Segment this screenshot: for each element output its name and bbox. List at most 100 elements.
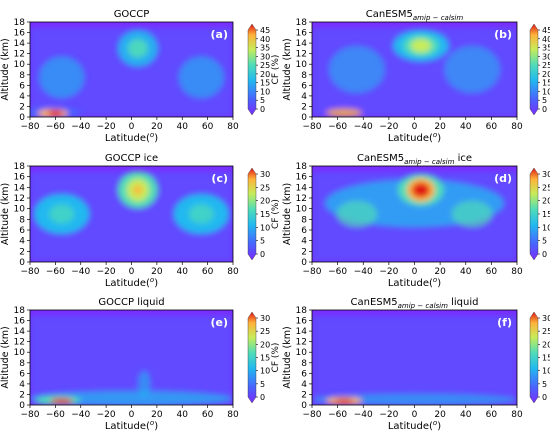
x-tick-label: 80 xyxy=(511,122,523,132)
x-tick-label: 80 xyxy=(227,410,239,420)
x-tick-label: −80 xyxy=(303,122,322,132)
y-tick-label: 16 xyxy=(14,29,26,39)
y-tick-label: 2 xyxy=(301,390,307,400)
x-tick-label: −60 xyxy=(328,267,347,277)
y-tick-label: 16 xyxy=(14,317,26,327)
x-axis-label: Latitude(o) xyxy=(105,131,158,144)
y-tick-label: 2 xyxy=(19,390,25,400)
x-axis-label: Latitude(o) xyxy=(388,131,441,144)
x-tick-label: −20 xyxy=(379,267,398,277)
cf-blob-4 xyxy=(127,38,148,58)
x-tick-label: 60 xyxy=(486,267,498,277)
colorbar-tick-label: 10 xyxy=(260,87,270,96)
y-tick-label: 4 xyxy=(301,92,307,102)
colorbar xyxy=(529,167,539,261)
panel-d: −80 −60 −40 −20 0 20 40 60 80024681012141618Alti… xyxy=(282,153,550,289)
y-axis-label: Altitude (km) xyxy=(282,38,293,100)
colorbar-tick-label: 5 xyxy=(542,237,547,246)
y-tick-label: 12 xyxy=(296,50,307,60)
colorbar-tick-label: 15 xyxy=(542,354,550,363)
panel-title: GOCCP liquid xyxy=(98,297,164,308)
y-tick-label: 16 xyxy=(296,29,308,39)
colorbar-tick-label: 35 xyxy=(542,44,550,53)
colorbar-tick-label: 20 xyxy=(260,340,270,349)
x-tick-label: 60 xyxy=(486,410,498,420)
panel-b: −80 −60 −40 −20 0 20 40 60 80024681012141618Alti… xyxy=(282,9,550,144)
y-tick-label: 10 xyxy=(14,205,26,215)
cf-blob-0 xyxy=(30,390,233,405)
cf-blob-5 xyxy=(411,182,430,198)
colorbar-tick-label: 30 xyxy=(542,52,550,61)
colorbar-tick-label: 5 xyxy=(260,96,265,105)
x-tick-label: −60 xyxy=(328,410,347,420)
colorbar-tick-label: 5 xyxy=(260,237,265,246)
x-tick-label: 80 xyxy=(511,410,523,420)
colorbar-tick-label: 20 xyxy=(260,197,270,206)
y-axis-label: Altitude (km) xyxy=(282,183,293,245)
cf-blob-6 xyxy=(47,110,63,117)
y-tick-label: 12 xyxy=(296,338,307,348)
colorbar-tick-label: 10 xyxy=(542,223,550,232)
colorbar-tick-label: 15 xyxy=(260,210,270,219)
colorbar xyxy=(247,23,257,116)
colorbar-tick-label: 0 xyxy=(260,105,265,114)
x-tick-label: 0 xyxy=(129,267,135,277)
y-tick-label: 10 xyxy=(296,348,308,358)
y-tick-label: 4 xyxy=(19,92,25,102)
x-tick-label: −40 xyxy=(71,410,90,420)
x-tick-label: −80 xyxy=(21,410,40,420)
x-tick-label: 40 xyxy=(460,122,472,132)
y-tick-label: 14 xyxy=(296,39,308,49)
x-tick-label: −40 xyxy=(354,122,373,132)
y-axis-label: Altitude (km) xyxy=(0,326,11,388)
x-tick-label: 80 xyxy=(511,267,523,277)
y-axis-label: Altitude (km) xyxy=(0,38,11,100)
colorbar-tick-label: 30 xyxy=(260,170,270,179)
y-tick-label: 0 xyxy=(19,258,25,268)
colorbar-tick-label: 0 xyxy=(542,105,547,114)
colorbar-tick-label: 45 xyxy=(260,26,270,35)
colorbar-tick-label: 5 xyxy=(260,380,265,389)
y-tick-label: 18 xyxy=(296,18,308,28)
y-tick-label: 18 xyxy=(14,18,26,28)
x-tick-label: −20 xyxy=(97,410,116,420)
colorbar-tick-label: 25 xyxy=(542,183,550,192)
y-tick-label: 16 xyxy=(14,173,26,183)
x-tick-label: 60 xyxy=(202,122,214,132)
colorbar-tick-label: 15 xyxy=(542,79,550,88)
x-tick-label: −60 xyxy=(46,267,65,277)
x-tick-label: 60 xyxy=(202,267,214,277)
x-tick-label: 40 xyxy=(460,410,472,420)
x-tick-label: −20 xyxy=(97,122,116,132)
cf-blob-2 xyxy=(137,370,151,398)
y-tick-label: 14 xyxy=(14,183,26,193)
x-tick-label: 40 xyxy=(177,122,189,132)
y-tick-label: 0 xyxy=(19,113,25,123)
cf-blob-1 xyxy=(336,200,378,228)
x-tick-label: −80 xyxy=(21,267,40,277)
colorbar-tick-label: 30 xyxy=(542,314,550,323)
y-tick-label: 6 xyxy=(19,81,25,91)
y-tick-label: 6 xyxy=(301,369,307,379)
panel-title: CanESM5amip − calsim xyxy=(366,9,464,22)
x-tick-label: −80 xyxy=(303,267,322,277)
x-tick-label: 20 xyxy=(434,122,446,132)
cf-blob-0 xyxy=(328,45,386,94)
panel-tag: (f) xyxy=(497,316,512,329)
panel-title: GOCCP xyxy=(114,9,150,20)
y-tick-label: 0 xyxy=(301,258,307,268)
panel-c: −80 −60 −40 −20 0 20 40 60 80024681012141618Alti… xyxy=(0,153,281,289)
x-tick-label: 20 xyxy=(151,122,163,132)
colorbar xyxy=(529,311,539,404)
panel-tag: (c) xyxy=(211,172,228,185)
colorbar xyxy=(247,167,257,261)
cf-blob-2 xyxy=(335,398,353,403)
colorbar-tick-label: 25 xyxy=(260,61,270,70)
x-tick-label: −40 xyxy=(71,267,90,277)
x-tick-label: −40 xyxy=(354,410,373,420)
x-axis-label: Latitude(o) xyxy=(105,419,158,432)
colorbar-tick-label: 15 xyxy=(542,210,550,219)
colorbar-tick-label: 0 xyxy=(542,393,547,402)
x-tick-label: −80 xyxy=(21,122,40,132)
x-tick-label: 40 xyxy=(177,267,189,277)
